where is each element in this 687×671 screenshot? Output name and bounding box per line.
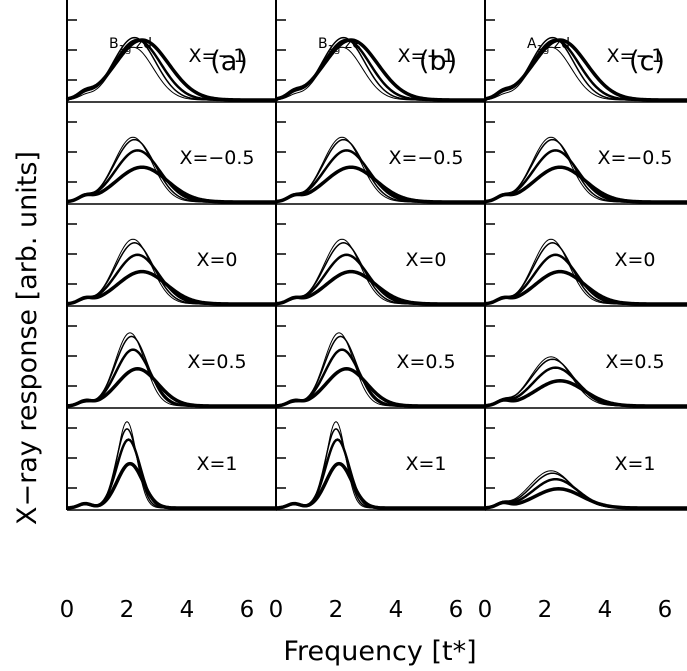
symmetry-main: B <box>318 36 328 52</box>
x-value-label: X=0.5 <box>187 351 246 373</box>
panel-1: 0 2 4 6(a)B1g zdX=−1X=−0.5X=0X=0.5X=1 <box>60 0 277 623</box>
x-value-label: X=−1 <box>189 45 246 67</box>
x-value-label: X=1 <box>196 453 237 475</box>
x-value-label: X=−0.5 <box>179 147 254 169</box>
x-tick-label: 4 <box>598 597 613 623</box>
panel-3: 0 2 4 6(c)A1g zdX=−1X=−0.5X=0X=0.5X=1 <box>478 0 687 623</box>
symmetry-main: B <box>109 36 119 52</box>
x-value-label: X=−1 <box>398 45 455 67</box>
y-axis-title: X−ray response [arb. units] <box>12 151 43 525</box>
x-value-label: X=0.5 <box>605 351 664 373</box>
x-tick-label: 2 <box>120 597 135 623</box>
x-tick-label: 6 <box>658 597 673 623</box>
x-tick-label: 0 <box>269 597 284 623</box>
x-value-label: X=0 <box>196 249 237 271</box>
series-curve <box>484 269 687 306</box>
series-curve <box>66 461 277 510</box>
series-curve <box>484 487 687 510</box>
x-tick-label: 6 <box>449 597 464 623</box>
x-tick-label: 2 <box>329 597 344 623</box>
x-tick-label: 0 <box>60 597 75 623</box>
series-curve <box>275 367 486 408</box>
x-value-label: X=−0.5 <box>388 147 463 169</box>
panel-letter: (a) <box>210 46 248 77</box>
x-value-label: X=1 <box>614 453 655 475</box>
x-value-label: X=0 <box>614 249 655 271</box>
series-curve <box>484 379 687 408</box>
x-value-label: X=1 <box>405 453 446 475</box>
panels-layer: 0 2 4 6(a)B1g zdX=−1X=−0.5X=0X=0.5X=10 2 4 6(b… <box>60 0 687 623</box>
series-curve <box>275 269 486 306</box>
series-curve <box>275 461 486 510</box>
series-curve <box>274 38 486 102</box>
x-tick-label: 0 <box>478 597 493 623</box>
x-axis-title: Frequency [t*] <box>283 636 476 667</box>
x-value-label: X=−1 <box>607 45 664 67</box>
x-tick-label: 4 <box>389 597 404 623</box>
series-curve <box>484 165 687 204</box>
panel-2: 0 2 4 6(b)B1g zeX=−1X=−0.5X=0X=0.5X=1 <box>269 0 486 623</box>
series-curve <box>65 38 277 102</box>
x-value-label: X=0.5 <box>396 351 455 373</box>
series-curve <box>66 165 277 204</box>
series-curve <box>483 38 687 102</box>
x-value-label: X=0 <box>405 249 446 271</box>
symmetry-main: A <box>527 36 537 52</box>
series-curve <box>275 165 486 204</box>
series-curve <box>66 367 277 408</box>
x-tick-label: 2 <box>538 597 553 623</box>
panel-letter: (c) <box>629 46 665 77</box>
panel-letter: (b) <box>419 46 457 77</box>
x-tick-label: 4 <box>180 597 195 623</box>
x-tick-label: 6 <box>240 597 255 623</box>
series-curve <box>66 269 277 306</box>
x-value-label: X=−0.5 <box>597 147 672 169</box>
